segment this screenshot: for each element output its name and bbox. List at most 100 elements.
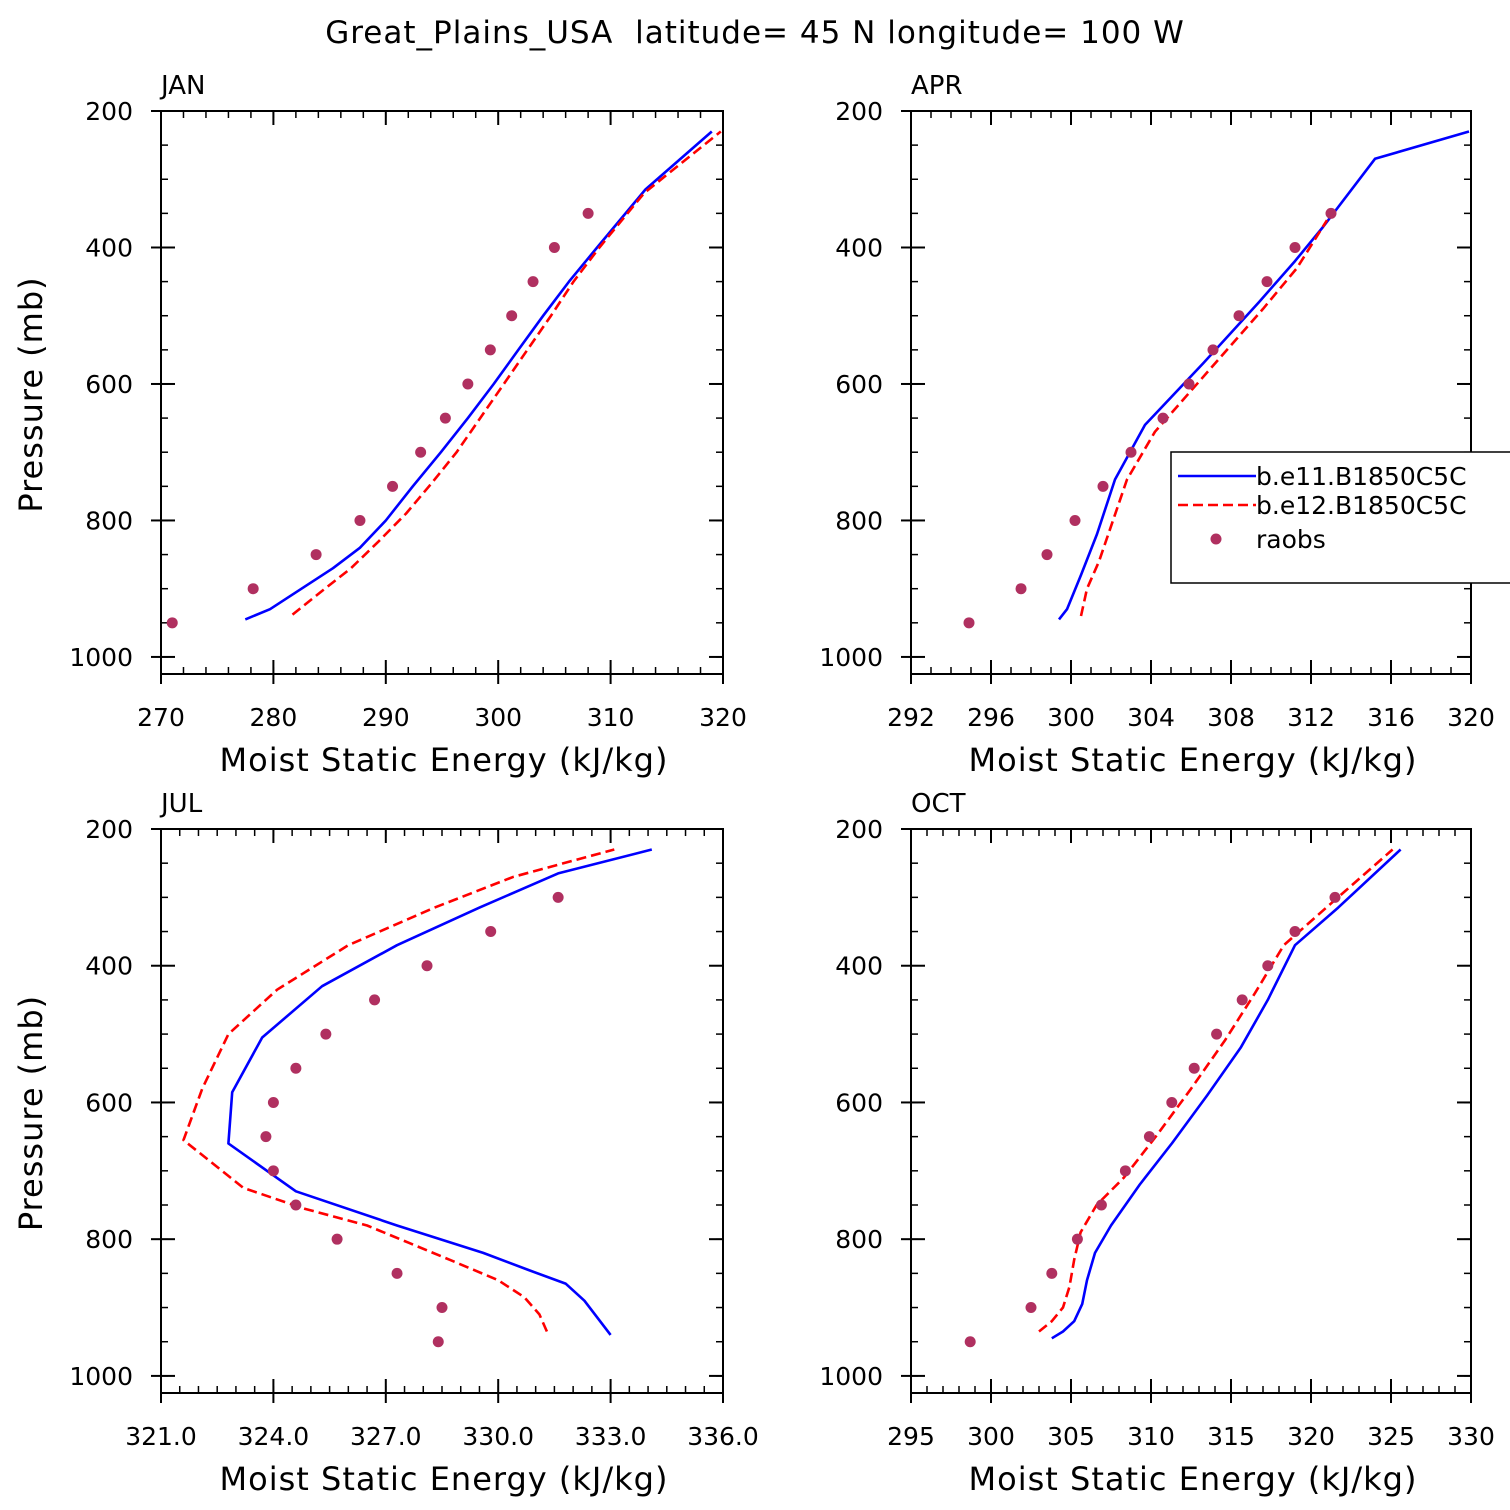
panel-jan: 270 280 290 300 310 320 200 400 600 800 1000 JAN Moi… [12,71,747,779]
panel-oct-obs-point [1119,1165,1131,1177]
panel-oct-xtick-label: 325 [1367,1422,1415,1451]
panel-apr-xtick-label: 316 [1367,703,1415,732]
panel-jan-xtick-label: 310 [587,703,635,732]
legend-entry-label: b.e11.B1850C5C [1256,462,1467,491]
panel-jan-xtick-label: 320 [699,703,747,732]
panel-apr-obs-point [1233,310,1245,322]
panel-oct-obs-point [1025,1302,1037,1314]
panel-apr-ytick-label: 400 [835,233,883,262]
panel-jul-ytick-label: 200 [85,815,133,844]
panel-jul-obs-point [320,1028,332,1040]
panel-jul-obs-point [436,1302,448,1314]
panel-jul-obs-point [267,1165,279,1177]
panel-oct-obs-point [1188,1062,1200,1074]
panel-jul-obs-point [391,1267,403,1279]
panel-jan-obs-point [310,549,322,561]
panel-jan-obs-point [354,514,366,526]
panel-jul-border [160,828,724,1394]
panel-apr-xlabel: Moist Static Energy (kJ/kg) [969,741,1418,779]
panel-oct-ytick-label: 600 [835,1088,883,1117]
panel-jul-series-raobs [260,891,564,1348]
panel-apr-obs-point [1125,446,1137,458]
panel-jul-xtick-label: 324.0 [238,1422,310,1451]
panel-oct-obs-point [1236,994,1248,1006]
panel-oct-border [910,828,1472,1394]
panel-jul-series-b-e11-b1850c5c [227,848,653,1336]
panel-apr-obs-point [1325,207,1337,219]
panel-apr-ytick-label: 600 [835,370,883,399]
panel-apr: 292 296 300 304 308 312 316 320 200 400 600 800 1000… [819,71,1494,779]
panel-apr-obs-point [1289,241,1301,253]
panel-jan-ytick-label: 200 [85,97,133,126]
legend-marker-raobs [1210,533,1222,545]
panel-jan-ytick-label: 800 [85,506,133,535]
panel-jan-obs-point [548,241,560,253]
panel-apr-obs-point [1183,378,1195,390]
panel-jan-obs-point [439,412,451,424]
panel-oct-label: OCT [911,789,966,819]
panel-oct-obs-point [1046,1267,1058,1279]
panel-jan-obs-point [506,310,518,322]
panel-apr-obs-point [1015,583,1027,595]
panel-jan-ytick-label: 1000 [69,643,133,672]
panel-apr-obs-point [1157,412,1169,424]
panel-oct-series-raobs [964,891,1341,1348]
panel-jul-obs-point [260,1131,272,1143]
panel-oct-obs-point [964,1336,976,1348]
panel-jul-ylabel: Pressure (mb) [12,995,50,1231]
panel-jul-xtick-label: 330.0 [462,1422,534,1451]
panel-oct-series-b-e11-b1850c5c [1051,848,1402,1340]
panel-oct-xlabel: Moist Static Energy (kJ/kg) [969,1460,1418,1498]
panel-jul-obs-point [432,1336,444,1348]
panel-apr-xtick-label: 296 [967,703,1015,732]
panel-jan-series-raobs [166,207,594,629]
panel-jul-ytick-label: 400 [85,952,133,981]
panel-jan-obs-point [484,344,496,356]
panel-jul-obs-point [331,1233,343,1245]
panel-jan-ylabel: Pressure (mb) [12,276,50,512]
panel-apr-ytick-label: 200 [835,97,883,126]
panel-jan-xlabel: Moist Static Energy (kJ/kg) [220,741,669,779]
panel-apr-xtick-label: 320 [1447,703,1495,732]
panel-jan-obs-point [166,617,178,629]
legend-box [1170,451,1510,584]
panel-jul-xlabel: Moist Static Energy (kJ/kg) [220,1460,669,1498]
panel-jul-label: JUL [159,789,203,819]
panel-apr-xtick-label: 304 [1127,703,1175,732]
panel-apr-obs-point [1041,549,1053,561]
panel-oct-obs-point [1095,1199,1107,1211]
panel-jan-label: JAN [159,71,205,101]
panel-jan-obs-point [247,583,259,595]
panel-jan-frame [151,110,724,684]
panel-oct-series-b-e12-b1850c5c [1038,848,1394,1333]
panel-jan-xtick-label: 270 [137,703,185,732]
panel-oct-obs-point [1143,1131,1155,1143]
panel-jan-series-b-e12-b1850c5c [291,130,722,616]
panel-jan-ytick-label: 600 [85,370,133,399]
panel-jul-obs-point [290,1199,302,1211]
panel-jul-xtick-label: 333.0 [575,1422,647,1451]
panel-apr-label: APR [911,71,963,101]
panel-oct-obs-point [1211,1028,1223,1040]
panel-oct-frame [901,828,1472,1403]
panel-apr-xtick-label: 312 [1287,703,1335,732]
legend-entry-label: raobs [1256,525,1326,554]
panel-apr-obs-point [1207,344,1219,356]
panel-apr-ytick-label: 1000 [819,643,883,672]
panel-jan-ytick-label: 400 [85,233,133,262]
panel-jul-obs-point [267,1096,279,1108]
panel-oct-ytick-label: 400 [835,952,883,981]
panel-jan-obs-point [387,480,399,492]
panel-apr-ytick-label: 800 [835,506,883,535]
panel-oct-ytick-label: 800 [835,1225,883,1254]
panel-jan-xtick-label: 280 [250,703,298,732]
panel-apr-xtick-label: 292 [887,703,935,732]
panel-oct-xtick-label: 310 [1127,1422,1175,1451]
panel-jan-obs-point [415,446,427,458]
panel-oct-xtick-label: 305 [1047,1422,1095,1451]
panel-apr-series-b-e12-b1850c5c [1079,219,1329,617]
panel-oct-obs-point [1071,1233,1083,1245]
panel-jul-obs-point [485,926,497,938]
panel-jul-xtick-label: 321.0 [125,1422,197,1451]
